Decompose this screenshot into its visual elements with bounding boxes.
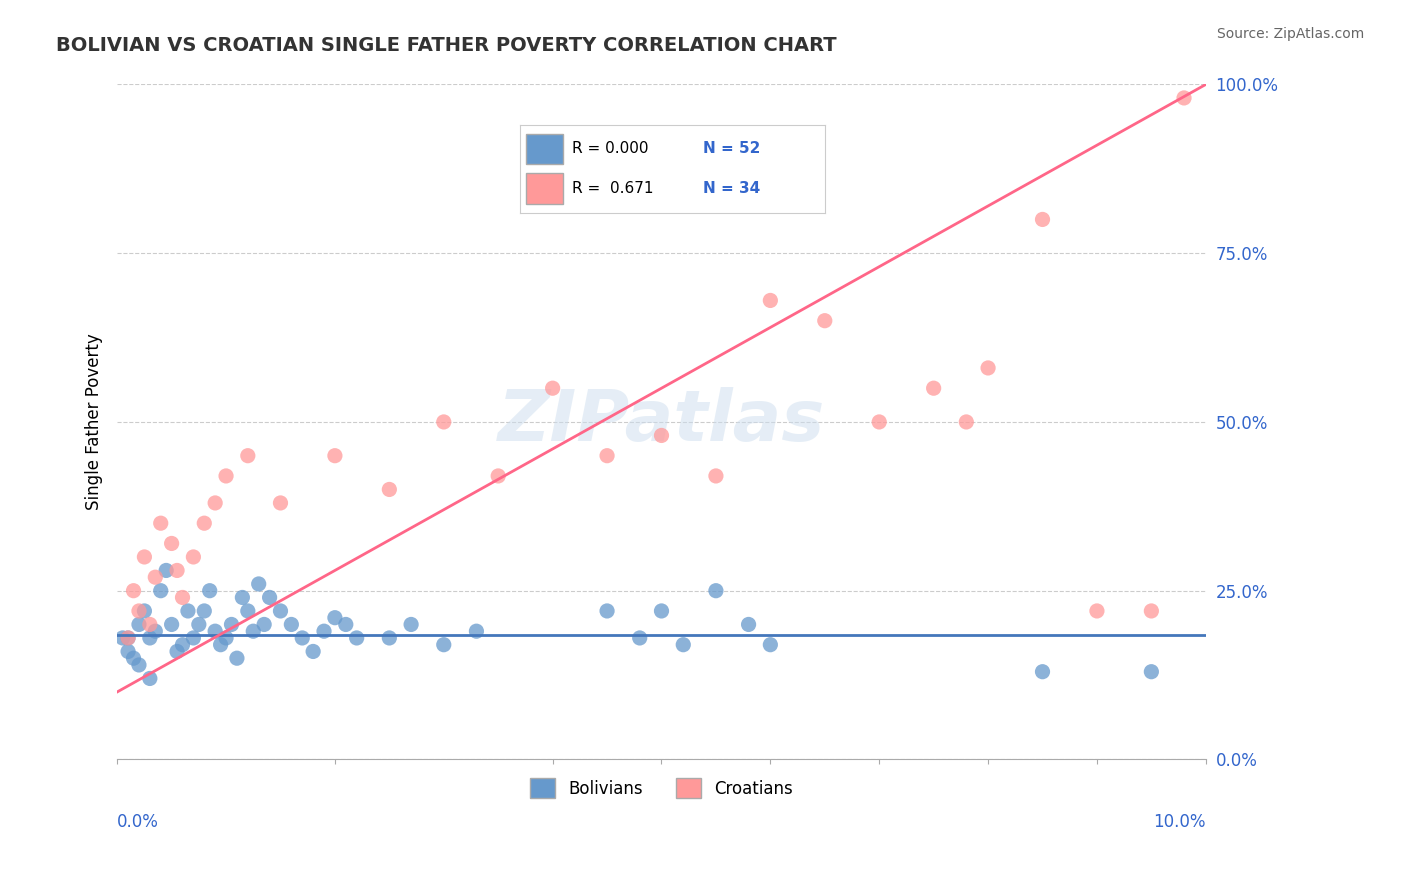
- Point: [1031, 665, 1053, 679]
- Point: [814, 314, 837, 328]
- Point: [242, 624, 264, 639]
- Point: [596, 604, 619, 618]
- Point: [117, 631, 139, 645]
- Point: [134, 549, 156, 564]
- Point: [378, 483, 401, 497]
- Point: [541, 381, 564, 395]
- Point: [628, 631, 651, 645]
- Point: [183, 549, 205, 564]
- Point: [335, 617, 357, 632]
- Point: [253, 617, 276, 632]
- Point: [323, 449, 346, 463]
- Point: [149, 516, 172, 531]
- Point: [269, 496, 291, 510]
- Point: [160, 617, 183, 632]
- Text: Source: ZipAtlas.com: Source: ZipAtlas.com: [1216, 27, 1364, 41]
- Point: [868, 415, 890, 429]
- Point: [143, 570, 166, 584]
- Point: [187, 617, 209, 632]
- Point: [269, 604, 291, 618]
- Point: [193, 516, 215, 531]
- Point: [650, 428, 672, 442]
- Legend: Bolivians, Croatians: Bolivians, Croatians: [523, 772, 800, 805]
- Point: [312, 624, 335, 639]
- Point: [204, 624, 226, 639]
- Point: [117, 631, 139, 645]
- Point: [433, 415, 456, 429]
- Point: [209, 638, 232, 652]
- Point: [977, 360, 1000, 375]
- Point: [193, 604, 215, 618]
- Point: [134, 604, 156, 618]
- Point: [183, 631, 205, 645]
- Point: [650, 604, 672, 618]
- Point: [128, 617, 150, 632]
- Point: [596, 449, 619, 463]
- Point: [139, 672, 162, 686]
- Point: [704, 469, 727, 483]
- Point: [1140, 604, 1163, 618]
- Point: [955, 415, 977, 429]
- Point: [128, 657, 150, 672]
- Point: [236, 604, 259, 618]
- Point: [128, 604, 150, 618]
- Point: [759, 638, 782, 652]
- Point: [166, 644, 188, 658]
- Point: [160, 536, 183, 550]
- Point: [486, 469, 509, 483]
- Point: [259, 591, 281, 605]
- Text: BOLIVIAN VS CROATIAN SINGLE FATHER POVERTY CORRELATION CHART: BOLIVIAN VS CROATIAN SINGLE FATHER POVER…: [56, 36, 837, 54]
- Point: [172, 638, 194, 652]
- Point: [111, 631, 134, 645]
- Text: 10.0%: 10.0%: [1153, 814, 1206, 831]
- Text: 0.0%: 0.0%: [117, 814, 159, 831]
- Point: [1031, 212, 1053, 227]
- Point: [215, 631, 238, 645]
- Point: [149, 583, 172, 598]
- Point: [122, 583, 145, 598]
- Point: [139, 617, 162, 632]
- Text: ZIPatlas: ZIPatlas: [498, 387, 825, 457]
- Point: [399, 617, 422, 632]
- Point: [291, 631, 314, 645]
- Point: [378, 631, 401, 645]
- Point: [346, 631, 368, 645]
- Point: [204, 496, 226, 510]
- Point: [302, 644, 325, 658]
- Point: [280, 617, 302, 632]
- Point: [231, 591, 253, 605]
- Point: [172, 591, 194, 605]
- Point: [1173, 91, 1195, 105]
- Point: [1140, 665, 1163, 679]
- Point: [323, 610, 346, 624]
- Point: [143, 624, 166, 639]
- Point: [672, 638, 695, 652]
- Point: [759, 293, 782, 308]
- Point: [737, 617, 759, 632]
- Point: [139, 631, 162, 645]
- Point: [177, 604, 200, 618]
- Point: [1085, 604, 1108, 618]
- Point: [236, 449, 259, 463]
- Y-axis label: Single Father Poverty: Single Father Poverty: [86, 334, 103, 510]
- Point: [117, 644, 139, 658]
- Point: [465, 624, 488, 639]
- Point: [198, 583, 221, 598]
- Point: [247, 577, 270, 591]
- Point: [215, 469, 238, 483]
- Point: [155, 564, 177, 578]
- Point: [433, 638, 456, 652]
- Point: [166, 564, 188, 578]
- Point: [226, 651, 249, 665]
- Point: [704, 583, 727, 598]
- Point: [922, 381, 945, 395]
- Point: [221, 617, 243, 632]
- Point: [122, 651, 145, 665]
